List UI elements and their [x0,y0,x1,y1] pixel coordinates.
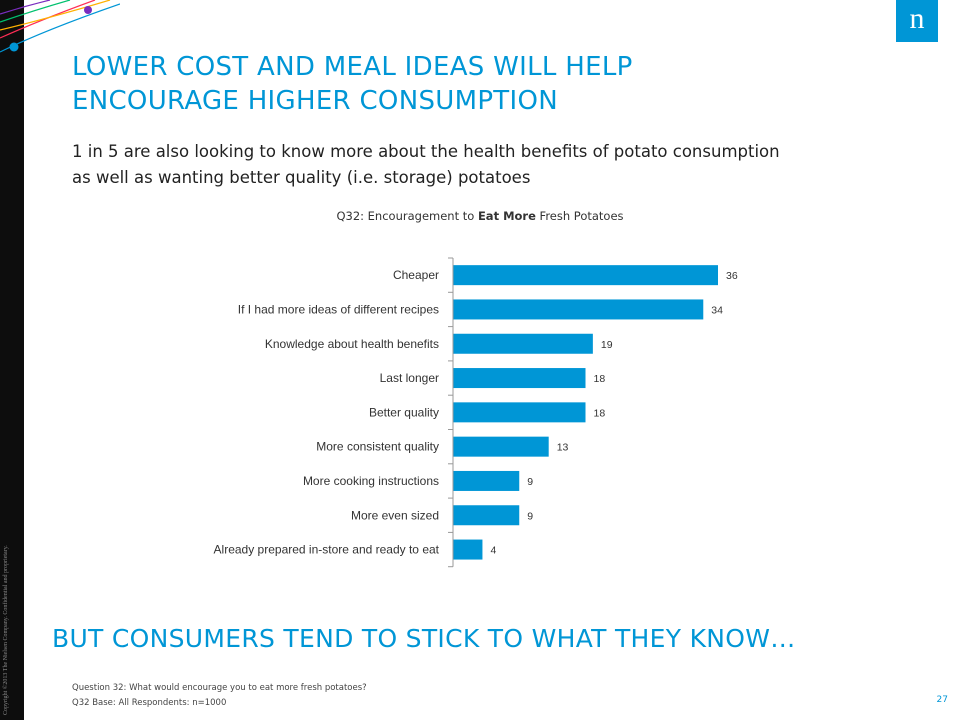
bar [453,333,593,354]
nielsen-logo: n [896,0,938,42]
slide-title-line-1: LOWER COST AND MEAL IDEAS WILL HELP [72,52,633,82]
data-label: 13 [557,442,569,454]
chart-title-prefix: Q32: Encouragement to [336,209,478,223]
bar [453,470,520,491]
slide-subtitle: 1 in 5 are also looking to know more abo… [72,139,922,191]
bar [453,265,718,286]
category-label: More even sized [351,508,439,522]
category-label: Already prepared in-store and ready to e… [214,543,440,557]
bar [453,368,586,389]
data-label: 18 [594,373,606,385]
deco-arc [0,0,96,39]
category-label: Cheaper [393,268,439,282]
category-label: Better quality [369,405,439,419]
conclusion-banner: BUT CONSUMERS TEND TO STICK TO WHAT THEY… [52,624,796,653]
page-number: 27 [936,695,948,705]
deco-arc [0,0,51,15]
footnote-base: Q32 Base: All Respondents: n=1000 [72,698,227,708]
data-label: 34 [711,304,723,316]
deco-dot [84,6,92,14]
data-label: 9 [527,510,533,522]
data-label: 18 [594,407,606,419]
slide-title: LOWER COST AND MEAL IDEAS WILL HELP ENCO… [72,50,912,118]
chart-title: Q32: Encouragement to Eat More Fresh Pot… [270,209,690,223]
bar [453,505,520,526]
chart-title-bold: Eat More [477,209,536,223]
category-label: Knowledge about health benefits [265,337,439,351]
slide-subtitle-line-2: as well as wanting better quality (i.e. … [72,168,531,187]
data-label: 36 [726,270,738,282]
data-label: 4 [490,545,496,557]
category-label: Last longer [380,371,439,385]
bar [453,436,549,457]
left-black-strip [0,0,24,720]
category-label: If I had more ideas of different recipes [238,302,439,316]
footnote-question: Question 32: What would encourage you to… [72,683,367,693]
deco-dot [9,42,19,52]
deco-arc [0,3,120,53]
bar-chart: Cheaper 36 If I had more ideas of differen… [214,257,738,568]
bar [453,539,483,560]
deco-arc [0,0,111,31]
data-label: 9 [527,476,533,488]
slide-subtitle-line-1: 1 in 5 are also looking to know more abo… [72,142,780,161]
category-label: More cooking instructions [303,474,439,488]
decorative-arcs [0,0,120,53]
category-label: More consistent quality [316,440,439,454]
bar [453,299,704,320]
slide-title-line-2: ENCOURAGE HIGHER CONSUMPTION [72,86,558,116]
bar [453,402,586,423]
deco-arc [0,0,71,23]
copyright-notice: Copyright ©2013 The Nielsen Company. Con… [3,545,9,715]
data-label: 19 [601,339,613,351]
chart-title-suffix: Fresh Potatoes [535,209,624,223]
